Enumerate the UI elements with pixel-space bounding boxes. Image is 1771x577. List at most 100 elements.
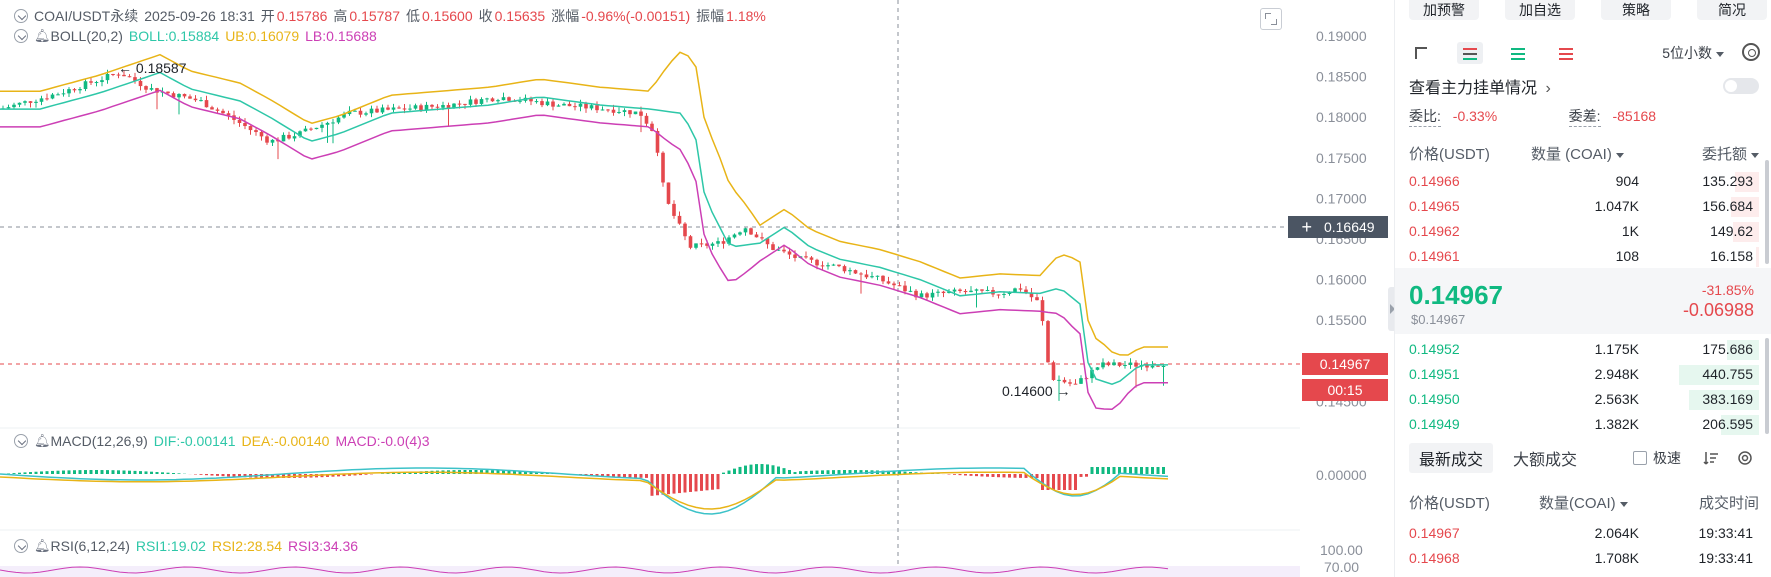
bid-depth-bar xyxy=(1679,365,1759,385)
macd-bar xyxy=(29,472,32,474)
macd-bar xyxy=(150,471,153,474)
macd-bar xyxy=(1145,467,1149,474)
macd-bar xyxy=(771,465,775,474)
candle-body xyxy=(793,254,797,258)
macd-collapse-icon[interactable] xyxy=(14,434,28,448)
asks-scrollbar[interactable] xyxy=(1765,160,1769,264)
bid-qty: 1.382K xyxy=(1594,416,1639,432)
candle-body xyxy=(430,104,434,107)
asks-only-icon[interactable] xyxy=(1553,42,1579,64)
decimal-select[interactable]: 5位小数 xyxy=(1662,43,1724,63)
ask-price: 0.14965 xyxy=(1409,198,1460,214)
candle-body xyxy=(72,89,77,91)
collapse-chevron-icon[interactable] xyxy=(14,9,28,23)
macd-axis-label: 0.00000 xyxy=(1316,467,1367,483)
candle-body xyxy=(413,105,418,109)
candle-body xyxy=(606,109,610,111)
ask-row[interactable]: 0.14961 108 16.158 xyxy=(1395,245,1765,267)
bell-icon[interactable]: 🔔︎ xyxy=(34,28,51,43)
ask-row[interactable]: 0.14965 1.047K 156.684 xyxy=(1395,195,1765,217)
bid-row[interactable]: 0.14952 1.175K 175.686 xyxy=(1395,338,1765,360)
countdown-tag: 00:15 xyxy=(1302,379,1388,401)
macd-bar xyxy=(166,472,170,474)
fast-mode-label: 极速 xyxy=(1653,450,1681,466)
bids-scrollbar[interactable] xyxy=(1765,338,1769,434)
checkbox-icon xyxy=(1633,451,1647,465)
rsi-axis-label: 70.00 xyxy=(1324,559,1359,575)
price-axis-label: 0.17500 xyxy=(1316,150,1367,166)
candle-body xyxy=(501,97,506,101)
candle-body xyxy=(1057,379,1061,381)
trade-col-qty-wrap[interactable]: 数量(COAI) xyxy=(1531,492,1661,513)
mid-change-abs: -0.06988 xyxy=(1682,300,1754,320)
last-price-tag: 0.14967 xyxy=(1302,353,1388,375)
candle-body xyxy=(650,123,654,131)
macd-bar xyxy=(892,471,896,474)
filter-list-icon[interactable] xyxy=(1703,450,1719,466)
candle-body xyxy=(100,80,104,83)
candle-body xyxy=(947,291,951,294)
candle-body xyxy=(738,232,742,235)
macd-bar xyxy=(507,470,511,474)
overview-button[interactable]: 简况 xyxy=(1697,0,1767,20)
main-orders-toggle[interactable] xyxy=(1723,78,1759,94)
tab-large-trades[interactable]: 大额成交 xyxy=(1513,452,1578,469)
trade-time: 19:33:41 xyxy=(1698,550,1754,566)
add-watchlist-button[interactable]: 加自选 xyxy=(1505,0,1575,20)
crosshair-price-tag: + 0.16649 xyxy=(1288,216,1388,238)
bell-icon[interactable]: 🔔︎ xyxy=(34,433,51,448)
high-annotation: ← 0.18587 xyxy=(118,60,187,76)
ask-row[interactable]: 0.14962 1K 149.62 xyxy=(1395,220,1765,242)
panel-toggle-handle[interactable] xyxy=(1388,287,1398,331)
bid-row[interactable]: 0.14951 2.948K 440.755 xyxy=(1395,363,1765,385)
main-orders-link[interactable]: 查看主力挂单情况 › xyxy=(1409,74,1551,98)
kline-chart[interactable]: 0.19000 0.18500 0.18000 0.17500 0.17000 0.165… xyxy=(0,0,1398,577)
add-alert-button[interactable]: 加预警 xyxy=(1409,0,1479,20)
candle-body xyxy=(870,276,874,278)
macd-bar xyxy=(678,474,681,494)
main-orders-label: 查看主力挂单情况 xyxy=(1409,80,1538,97)
macd-bar xyxy=(1057,474,1061,490)
candle-body xyxy=(177,93,181,98)
macd-bar xyxy=(810,470,813,474)
macd-bar xyxy=(491,470,494,474)
macd-bar xyxy=(34,471,38,474)
candle-body xyxy=(1024,289,1028,293)
fast-mode-checkbox[interactable]: 极速 xyxy=(1633,448,1681,468)
boll-collapse-icon[interactable] xyxy=(14,29,28,43)
macd-bar xyxy=(100,470,104,474)
macd-bar xyxy=(590,474,593,476)
bell-icon[interactable]: 🔔︎ xyxy=(34,538,51,553)
trade-col-qty: 数量(COAI) xyxy=(1539,495,1616,512)
depth-view-icon[interactable] xyxy=(1409,42,1435,64)
trade-settings-icon[interactable] xyxy=(1737,450,1753,466)
candle-body xyxy=(496,100,500,102)
macd-bar xyxy=(122,470,126,474)
strategy-button[interactable]: 策略 xyxy=(1601,0,1671,20)
col-qty-wrap[interactable]: 数量 (COAI) xyxy=(1531,143,1661,164)
ask-row[interactable]: 0.14966 904 135.293 xyxy=(1395,170,1765,192)
candle-body xyxy=(677,215,682,224)
chart-canvas[interactable]: 0.190000.185000.180000.175000.170000.165… xyxy=(0,0,1392,577)
fullscreen-icon[interactable] xyxy=(1260,8,1282,30)
candle-body xyxy=(34,101,38,103)
col-total-wrap[interactable]: 委托额 xyxy=(1661,143,1759,164)
candle-body xyxy=(1035,297,1039,301)
candle-body xyxy=(50,94,55,99)
macd-bar xyxy=(1118,467,1121,474)
bids-only-icon[interactable] xyxy=(1505,42,1531,64)
candle-body xyxy=(853,270,858,274)
macd-bar xyxy=(73,470,76,474)
bid-row[interactable]: 0.14949 1.382K 206.595 xyxy=(1395,413,1765,435)
bid-row[interactable]: 0.14950 2.563K 383.169 xyxy=(1395,388,1765,410)
chevron-right-icon: › xyxy=(1545,80,1551,97)
macd-bar xyxy=(540,472,544,474)
rsi-collapse-icon[interactable] xyxy=(14,539,28,553)
candle-body xyxy=(600,109,605,111)
tab-latest-trades[interactable]: 最新成交 xyxy=(1409,443,1494,473)
macd-bar xyxy=(51,470,54,474)
settings-gear-icon[interactable] xyxy=(1742,43,1760,61)
macd-bar xyxy=(353,474,357,476)
both-sides-icon[interactable] xyxy=(1457,42,1483,64)
rsi-axis-label: 100.00 xyxy=(1320,542,1363,558)
